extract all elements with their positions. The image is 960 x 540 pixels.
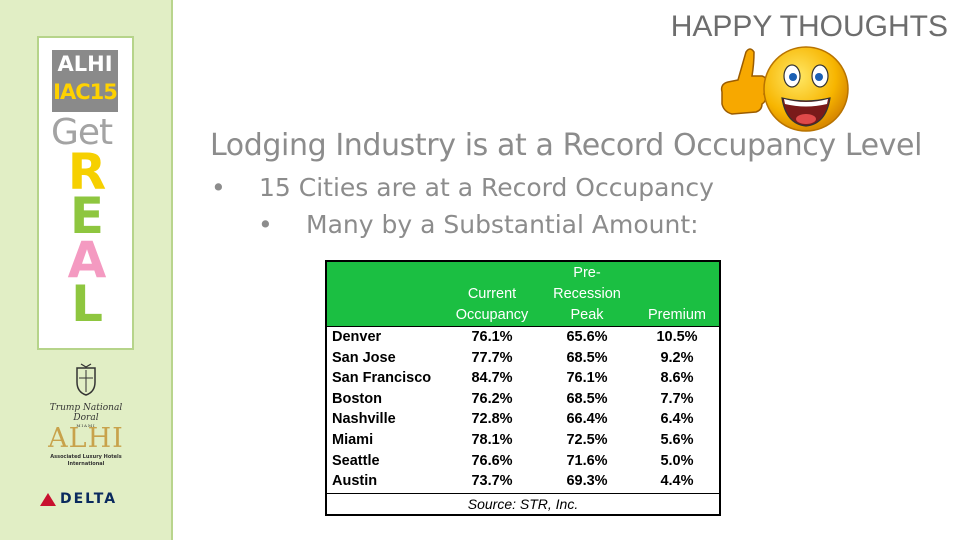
current-cell: 77.7% (471, 349, 513, 366)
premium-cell: 5.0% (660, 452, 694, 469)
peak-cell: 66.4% (566, 411, 608, 428)
peak-cell: 68.5% (566, 390, 608, 407)
col-header-peak-l1: Pre- (573, 265, 601, 281)
city-cell: San Francisco (332, 370, 432, 387)
occupancy-table: Current Occupancy Pre- Recession Peak Pr… (325, 260, 721, 516)
delta-logo: DELTA (40, 490, 140, 510)
page-title: HAPPY THOUGHTS (670, 10, 948, 43)
current-cell: 72.8% (471, 411, 513, 428)
premium-cell: 10.5% (656, 329, 698, 345)
bullet-dot: • (211, 173, 226, 202)
current-cell: 78.1% (471, 432, 513, 448)
real-letter-l: L (71, 275, 103, 333)
current-cell: 84.7% (471, 370, 513, 387)
logo-line2: IAC15 (53, 80, 118, 104)
col-header-current-l3: Occupancy (455, 307, 529, 323)
city-cell: Denver (332, 329, 382, 345)
peak-cell: 69.3% (566, 473, 608, 490)
peak-cell: 71.6% (566, 452, 608, 469)
crest-icon (76, 363, 96, 396)
table-row: Boston 76.2% 68.5% 7.7% (327, 389, 719, 410)
trump-logo-sub: MIAMI (76, 423, 96, 428)
bullet-dot: • (258, 210, 273, 239)
table-source: Source: STR, Inc. (327, 493, 719, 514)
bullet1-text: 15 Cities are at a Record Occupancy (259, 173, 714, 202)
peak-cell: 76.1% (566, 370, 608, 387)
table-row: Miami 78.1% 72.5% 5.6% (327, 430, 719, 451)
table-row: Nashville 72.8% 66.4% 6.4% (327, 409, 719, 430)
get-text: Get (51, 112, 113, 153)
current-cell: 76.1% (471, 329, 513, 345)
current-cell: 73.7% (471, 473, 513, 490)
trump-doral-logo: Trump National Doral MIAMI (36, 362, 136, 428)
peak-cell: 72.5% (566, 432, 608, 448)
bullet-level2: • Many by a Substantial Amount: (258, 210, 699, 239)
bullet-level1: • 15 Cities are at a Record Occupancy (211, 173, 714, 202)
premium-cell: 4.4% (660, 473, 694, 490)
table-row: San Francisco 84.7% 76.1% 8.6% (327, 368, 719, 389)
city-cell: San Jose (332, 349, 396, 366)
real-letter-e: E (69, 187, 105, 245)
logo-line1: ALHI (57, 52, 113, 76)
alhi-logo-text: ALHI (48, 423, 124, 454)
premium-cell: 7.7% (660, 390, 694, 407)
bullet2-text: Many by a Substantial Amount: (306, 210, 699, 239)
col-header-current-l2: Current (467, 286, 517, 302)
sidebar: ALHI IAC15 Get R E A L Trump National Do… (0, 0, 173, 540)
alhi-logo-sub: Associated Luxury Hotels International (50, 454, 122, 467)
col-header-peak-l3: Peak (570, 307, 604, 323)
peak-cell: 65.6% (566, 329, 608, 345)
col-header-peak-l2: Recession (553, 286, 621, 302)
current-cell: 76.2% (471, 390, 513, 407)
trump-logo-text: Trump National Doral (49, 403, 123, 423)
table-row: Austin 73.7% 69.3% 4.4% (327, 471, 719, 492)
city-cell: Miami (332, 432, 374, 448)
thumbs-up-smiley-icon (720, 46, 849, 132)
table-row: Seattle 76.6% 71.6% 5.0% (327, 451, 719, 472)
table-header: Current Occupancy Pre- Recession Peak Pr… (327, 262, 719, 327)
main-heading: Lodging Industry is at a Record Occupanc… (210, 128, 923, 163)
event-logo: ALHI IAC15 Get R E A L (37, 36, 134, 350)
delta-widget-icon (40, 493, 56, 506)
city-cell: Nashville (332, 411, 396, 428)
table-row: San Jose 77.7% 68.5% 9.2% (327, 348, 719, 369)
delta-logo-text: DELTA (60, 491, 118, 507)
premium-cell: 8.6% (660, 370, 694, 387)
premium-cell: 5.6% (660, 432, 694, 448)
col-header-premium: Premium (647, 307, 706, 323)
city-cell: Seattle (332, 452, 380, 469)
city-cell: Austin (332, 473, 378, 490)
premium-cell: 6.4% (660, 411, 694, 428)
city-cell: Boston (332, 390, 382, 407)
alhi-iac15-badge: ALHI IAC15 (52, 50, 118, 112)
peak-cell: 68.5% (566, 349, 608, 366)
real-letter-r: R (67, 143, 107, 201)
premium-cell: 9.2% (660, 349, 694, 366)
current-cell: 76.6% (471, 452, 513, 469)
table-row: Denver 76.1% 65.6% 10.5% (327, 327, 719, 348)
alhi-logo: ALHI Associated Luxury Hotels Internatio… (36, 424, 136, 468)
real-letter-a: A (67, 231, 107, 289)
